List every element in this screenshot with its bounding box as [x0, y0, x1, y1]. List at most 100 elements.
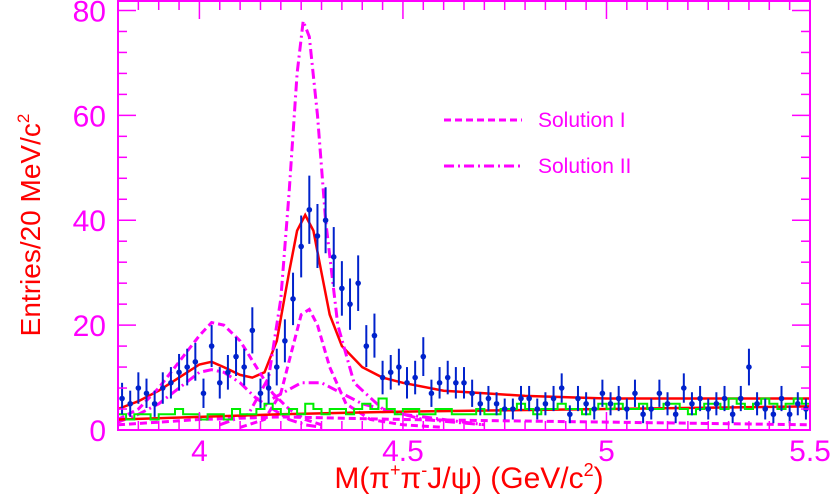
- data-marker: [575, 395, 581, 402]
- data-marker: [681, 385, 687, 391]
- data-marker: [135, 385, 142, 391]
- data-marker: [526, 395, 532, 402]
- data-marker: [184, 364, 190, 370]
- data-point: [477, 392, 484, 416]
- data-point: [330, 227, 337, 287]
- data-marker: [363, 343, 370, 349]
- data-point: [770, 405, 777, 424]
- data-point: [632, 379, 638, 407]
- data-point: [485, 385, 492, 412]
- data-point: [762, 398, 769, 420]
- data-marker: [371, 332, 378, 339]
- data-point: [420, 337, 427, 376]
- data-point: [306, 175, 313, 244]
- x-title-sup: 2: [584, 460, 594, 480]
- data-point: [257, 378, 264, 408]
- data-marker: [127, 400, 134, 407]
- x-tick-label: 4.5: [382, 435, 424, 468]
- data-point: [159, 372, 166, 404]
- y-tick-label: 20: [73, 310, 106, 343]
- data-point: [713, 392, 720, 416]
- data-point: [192, 342, 199, 381]
- curve-sideband-fit: [117, 405, 811, 421]
- data-marker: [233, 353, 239, 360]
- data-marker: [387, 369, 394, 376]
- data-marker: [444, 374, 451, 381]
- data-point: [143, 378, 150, 408]
- data-point: [550, 385, 557, 412]
- data-point: [461, 367, 467, 399]
- data-marker: [273, 364, 280, 370]
- data-marker: [216, 380, 223, 386]
- data-marker: [461, 380, 467, 386]
- data-marker: [322, 217, 329, 224]
- data-marker: [762, 406, 769, 412]
- curve-solution-I-background: [117, 415, 811, 427]
- data-points-layer: [119, 175, 809, 424]
- data-marker: [567, 411, 573, 418]
- data-point: [184, 348, 190, 386]
- data-point: [379, 360, 386, 395]
- data-point: [672, 405, 679, 424]
- y-title-part: Entries/20 MeV/c: [15, 123, 46, 336]
- data-point: [469, 379, 475, 407]
- data-marker: [518, 395, 524, 402]
- legend: Solution I Solution II: [444, 109, 631, 178]
- y-axis-title: Entries/20 MeV/c2: [14, 114, 46, 337]
- data-marker: [119, 395, 125, 402]
- data-point: [705, 398, 712, 420]
- data-point: [363, 325, 370, 368]
- data-marker: [534, 406, 541, 412]
- data-point: [526, 385, 532, 412]
- data-point: [583, 392, 589, 416]
- data-point: [794, 392, 801, 416]
- x-title-sup: +: [390, 460, 401, 480]
- legend-label-solution-1: Solution I: [538, 109, 626, 132]
- data-marker: [664, 400, 671, 407]
- data-point: [387, 355, 394, 390]
- data-marker: [282, 338, 288, 344]
- data-marker: [176, 369, 182, 376]
- data-marker: [778, 395, 785, 402]
- data-point: [290, 272, 296, 326]
- data-point: [640, 405, 646, 424]
- data-marker: [428, 390, 435, 397]
- data-point: [697, 385, 703, 412]
- data-point: [721, 385, 728, 412]
- x-tick-label: 4: [191, 435, 208, 468]
- data-marker: [436, 380, 443, 386]
- x-tick-label: 5.5: [789, 435, 830, 468]
- data-marker: [420, 353, 427, 360]
- x-title-part: J/ψ) (GeV/c: [427, 462, 583, 495]
- data-marker: [794, 400, 801, 407]
- x-tick-label: 5: [598, 435, 615, 468]
- data-marker: [168, 380, 174, 386]
- data-point: [339, 261, 345, 316]
- data-point: [681, 373, 687, 403]
- data-marker: [404, 380, 410, 386]
- data-marker: [770, 411, 777, 418]
- data-point: [567, 405, 573, 424]
- data-point: [518, 385, 524, 412]
- data-marker: [591, 406, 598, 412]
- data-marker: [477, 400, 484, 407]
- x-title-sup: -: [421, 460, 427, 480]
- data-marker: [599, 390, 606, 397]
- data-marker: [208, 343, 215, 349]
- data-point: [216, 367, 223, 399]
- data-point: [314, 203, 321, 268]
- data-point: [298, 215, 304, 278]
- data-marker: [192, 359, 199, 365]
- curve-solution-I-peak2: [239, 307, 444, 429]
- data-marker: [493, 400, 500, 407]
- data-marker: [306, 206, 313, 213]
- data-marker: [510, 406, 516, 412]
- data-marker: [412, 374, 418, 381]
- data-point: [233, 337, 239, 376]
- data-marker: [151, 400, 158, 407]
- data-marker: [738, 395, 744, 402]
- data-marker: [607, 400, 614, 407]
- curve-solution-II-tail: [271, 381, 485, 427]
- data-point: [510, 398, 516, 420]
- data-point: [241, 348, 247, 386]
